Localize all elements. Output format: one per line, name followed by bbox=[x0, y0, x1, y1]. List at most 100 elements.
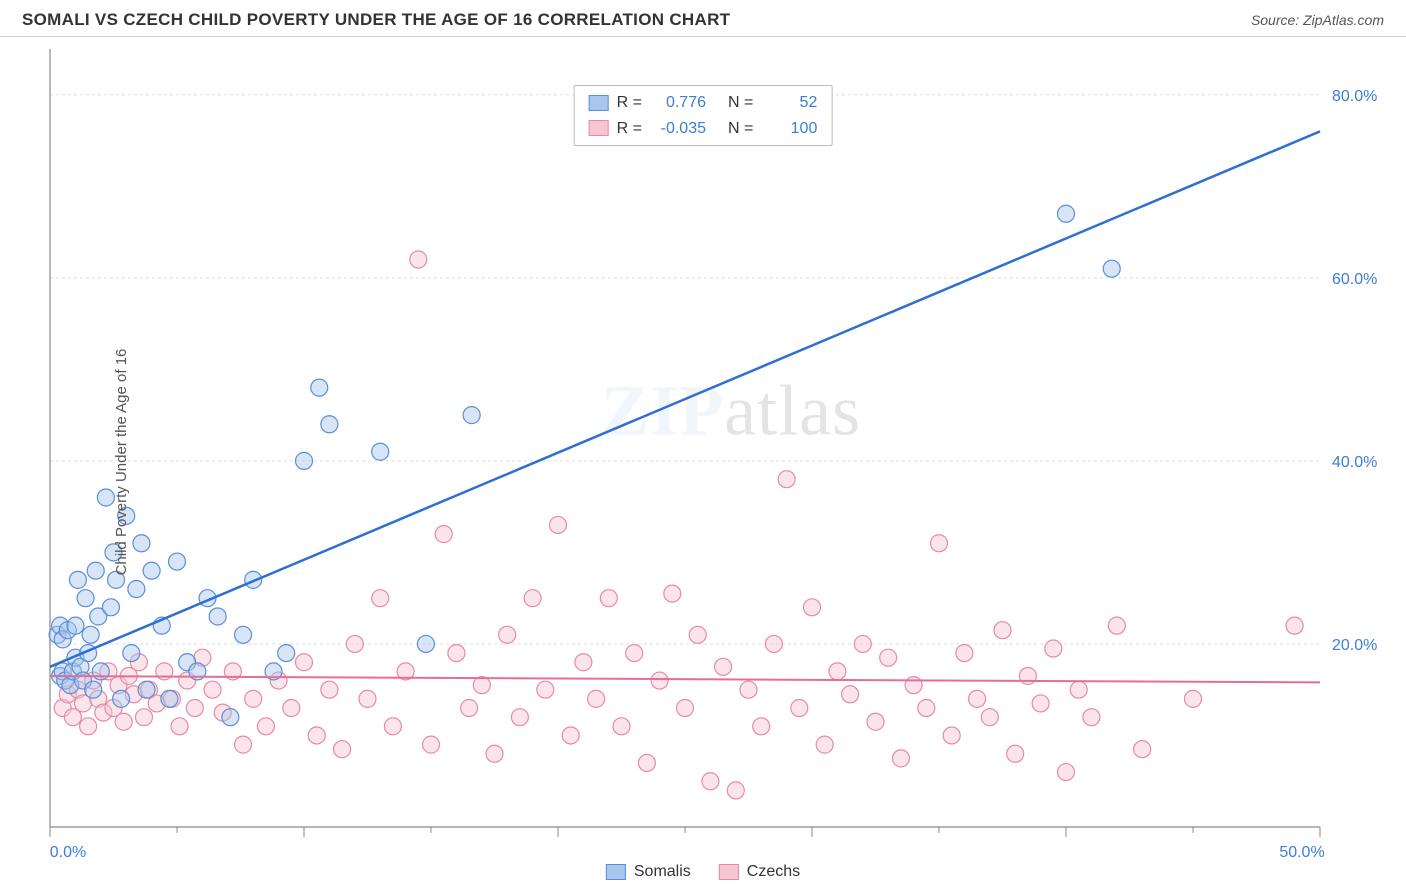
data-point bbox=[499, 626, 516, 643]
data-point bbox=[804, 599, 821, 616]
legend-n-value: 100 bbox=[767, 116, 817, 142]
data-point bbox=[143, 562, 160, 579]
data-point bbox=[1045, 640, 1062, 657]
data-point bbox=[334, 741, 351, 758]
legend-row: R =-0.035N =100 bbox=[589, 116, 818, 142]
data-point bbox=[842, 686, 859, 703]
data-point bbox=[461, 700, 478, 717]
data-point bbox=[128, 581, 145, 598]
chart-title: SOMALI VS CZECH CHILD POVERTY UNDER THE … bbox=[22, 10, 730, 30]
data-point bbox=[550, 516, 567, 533]
data-point bbox=[296, 452, 313, 469]
data-point bbox=[600, 590, 617, 607]
data-point bbox=[816, 736, 833, 753]
data-point bbox=[423, 736, 440, 753]
trend-line bbox=[50, 676, 1320, 682]
data-point bbox=[511, 709, 528, 726]
data-point bbox=[123, 645, 140, 662]
series-name: Czechs bbox=[747, 863, 800, 881]
series-legend-item: Czechs bbox=[719, 863, 800, 881]
data-point bbox=[359, 690, 376, 707]
data-point bbox=[791, 700, 808, 717]
svg-text:20.0%: 20.0% bbox=[1332, 637, 1377, 654]
data-point bbox=[715, 658, 732, 675]
data-point bbox=[664, 585, 681, 602]
data-point bbox=[537, 681, 554, 698]
data-point bbox=[372, 443, 389, 460]
data-point bbox=[463, 407, 480, 424]
data-point bbox=[524, 590, 541, 607]
data-point bbox=[278, 645, 295, 662]
data-point bbox=[1103, 260, 1120, 277]
data-point bbox=[113, 690, 130, 707]
data-point bbox=[311, 379, 328, 396]
data-point bbox=[1286, 617, 1303, 634]
data-point bbox=[613, 718, 630, 735]
scatter-chart-svg: 20.0%40.0%60.0%80.0%0.0%50.0% bbox=[0, 37, 1406, 887]
data-point bbox=[77, 590, 94, 607]
legend-row: R =0.776N =52 bbox=[589, 90, 818, 116]
data-point bbox=[346, 635, 363, 652]
data-point bbox=[1108, 617, 1125, 634]
data-point bbox=[186, 700, 203, 717]
data-point bbox=[740, 681, 757, 698]
trend-line bbox=[50, 131, 1320, 666]
legend-r-value: -0.035 bbox=[656, 116, 706, 142]
data-point bbox=[727, 782, 744, 799]
data-point bbox=[80, 718, 97, 735]
data-point bbox=[417, 635, 434, 652]
series-name: Somalis bbox=[634, 863, 691, 881]
data-point bbox=[1134, 741, 1151, 758]
data-point bbox=[575, 654, 592, 671]
legend-swatch bbox=[606, 864, 626, 880]
data-point bbox=[222, 709, 239, 726]
data-point bbox=[981, 709, 998, 726]
legend-n-value: 52 bbox=[767, 90, 817, 116]
data-point bbox=[296, 654, 313, 671]
data-point bbox=[204, 681, 221, 698]
data-point bbox=[410, 251, 427, 268]
data-point bbox=[245, 690, 262, 707]
data-point bbox=[778, 471, 795, 488]
legend-swatch bbox=[589, 95, 609, 111]
legend-n-label: N = bbox=[728, 90, 753, 116]
data-point bbox=[905, 677, 922, 694]
correlation-legend: R =0.776N =52R =-0.035N =100 bbox=[574, 85, 833, 146]
data-point bbox=[1185, 690, 1202, 707]
data-point bbox=[97, 489, 114, 506]
data-point bbox=[626, 645, 643, 662]
svg-text:60.0%: 60.0% bbox=[1332, 271, 1377, 288]
data-point bbox=[321, 416, 338, 433]
data-point bbox=[753, 718, 770, 735]
data-point bbox=[384, 718, 401, 735]
data-point bbox=[943, 727, 960, 744]
chart-header: SOMALI VS CZECH CHILD POVERTY UNDER THE … bbox=[0, 0, 1406, 37]
source-label: Source: ZipAtlas.com bbox=[1251, 12, 1384, 28]
chart-area: Child Poverty Under the Age of 16 20.0% 4… bbox=[0, 37, 1406, 887]
data-point bbox=[562, 727, 579, 744]
data-point bbox=[92, 663, 109, 680]
data-point bbox=[135, 709, 152, 726]
y-axis-label: Child Poverty Under the Age of 16 bbox=[113, 349, 130, 576]
data-point bbox=[994, 622, 1011, 639]
data-point bbox=[1083, 709, 1100, 726]
data-point bbox=[1058, 764, 1075, 781]
legend-r-label: R = bbox=[617, 90, 642, 116]
data-point bbox=[854, 635, 871, 652]
data-point bbox=[102, 599, 119, 616]
data-point bbox=[1058, 205, 1075, 222]
data-point bbox=[702, 773, 719, 790]
data-point bbox=[138, 681, 155, 698]
data-point bbox=[880, 649, 897, 666]
legend-swatch bbox=[719, 864, 739, 880]
data-point bbox=[918, 700, 935, 717]
data-point bbox=[67, 617, 84, 634]
svg-text:80.0%: 80.0% bbox=[1332, 88, 1377, 105]
series-legend: Somalis Czechs bbox=[606, 863, 800, 881]
data-point bbox=[209, 608, 226, 625]
data-point bbox=[956, 645, 973, 662]
data-point bbox=[308, 727, 325, 744]
data-point bbox=[321, 681, 338, 698]
svg-text:40.0%: 40.0% bbox=[1332, 454, 1377, 471]
data-point bbox=[87, 562, 104, 579]
